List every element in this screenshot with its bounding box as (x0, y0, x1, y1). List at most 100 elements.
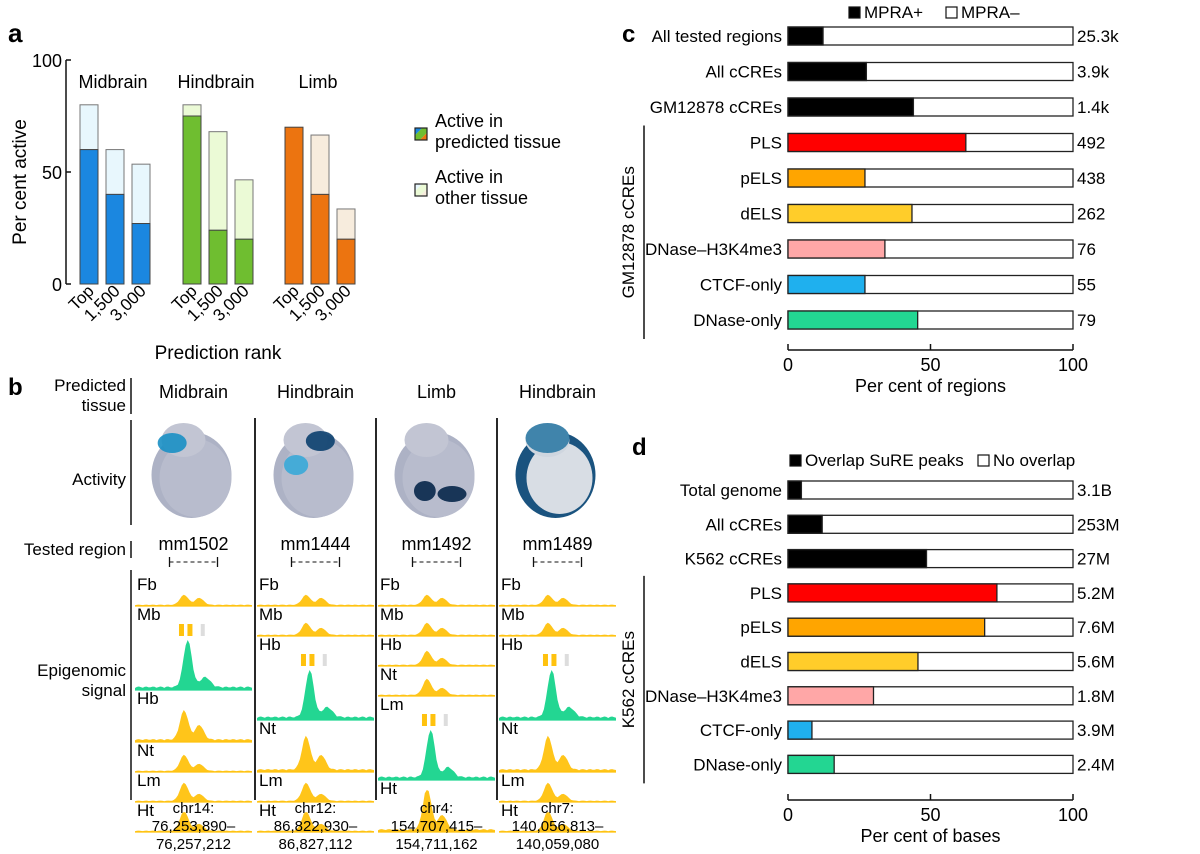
signal-track (135, 754, 252, 772)
signal-track-predicted (378, 730, 495, 780)
signal-track (378, 650, 495, 666)
legend-label: other tissue (435, 188, 528, 208)
track-label: Nt (259, 719, 276, 738)
signal-track (499, 812, 616, 832)
signal-track (257, 622, 374, 636)
signal-track-predicted (499, 670, 616, 720)
bar-predicted-tissue (131, 223, 151, 285)
bar-value (787, 26, 824, 46)
predicted-tissue-label: Hindbrain (277, 382, 354, 402)
row-count: 7.6M (1077, 618, 1115, 637)
signal-track-predicted (135, 640, 252, 690)
bar-row: All tested regions 25.3k (652, 26, 1119, 46)
row-label: GM12878 cCREs (650, 98, 782, 117)
stain-region (437, 486, 467, 502)
bar-other-tissue (234, 179, 254, 240)
signal-track (378, 594, 495, 606)
signal-track (499, 735, 616, 772)
track-label: Fb (137, 575, 157, 594)
stain-region (305, 431, 335, 451)
bar-other-tissue (182, 104, 202, 117)
signal-track (257, 735, 374, 772)
bar-row: dELS 5.6M (740, 651, 1115, 672)
panel-a-chart: a 0 50 100 Per cent active Prediction rank M… (8, 18, 561, 364)
track-label: Lm (259, 771, 283, 790)
row-count: 262 (1077, 205, 1105, 224)
row-label: DNase–H3K4me3 (645, 687, 782, 706)
ccre-marks (300, 654, 327, 666)
y-axis-label: Per cent active (10, 119, 31, 245)
signal-track (499, 782, 616, 802)
bar-value (787, 548, 928, 569)
legend-swatch (789, 454, 802, 467)
bar-predicted-tissue (182, 115, 202, 285)
legend-swatch (945, 6, 958, 19)
bar-remainder (787, 720, 1074, 740)
track-label: Lm (380, 695, 404, 714)
track-label: Ht (137, 801, 154, 820)
track-label: Hb (137, 689, 159, 708)
bar-value (787, 168, 866, 188)
genomic-coordinate: 140,056,813– (512, 818, 604, 835)
track-label: Ht (501, 801, 518, 820)
legend-label: MPRA+ (864, 3, 923, 22)
bar-value (787, 720, 813, 740)
legend-label: MPRA– (961, 3, 1020, 22)
tested-region-id: mm1489 (522, 534, 592, 554)
genomic-coordinate: 86,822,930– (274, 818, 358, 835)
panel-d-chart: d Overlap SuRE peaks No overlap Total geno… (619, 434, 1120, 846)
y-tick-label: 50 (42, 163, 62, 183)
signal-track (257, 812, 374, 832)
bar-row: PLS 492 (750, 132, 1105, 153)
row-count: 3.9k (1077, 63, 1110, 82)
row-count: 1.8M (1077, 687, 1115, 706)
row-count: 438 (1077, 169, 1105, 188)
row-label: PLS (750, 584, 782, 603)
genomic-coordinate: 140,059,080 (516, 836, 599, 853)
group-title: Midbrain (78, 72, 147, 92)
bar-value (787, 754, 835, 775)
bar-row: DNase-only 79 (693, 310, 1096, 330)
track-label: Ht (380, 779, 397, 798)
row-count: 76 (1077, 240, 1096, 259)
tested-region-id: mm1492 (401, 534, 471, 554)
genomic-coordinate: 154,707,415– (391, 818, 483, 835)
group-title: Hindbrain (177, 72, 254, 92)
x-axis-label: Per cent of regions (855, 376, 1006, 396)
bar-other-tissue (79, 104, 99, 151)
region-column: Hindbrain mm1444 Fb Mb Hb Nt Lm Ht chr12:86,822,… (257, 382, 374, 853)
signal-track (135, 782, 252, 802)
bar-value (787, 132, 967, 153)
panel-a-bars: MidbrainTop1,5003,000HindbrainTop1,5003,… (65, 72, 356, 325)
row-label-tested-region: Tested region (24, 540, 126, 559)
row-label: Total genome (680, 481, 782, 500)
bar-remainder (787, 480, 1074, 500)
panel-a-y-axis: 0 50 100 Per cent active Prediction rank (10, 51, 282, 364)
row-label: PLS (750, 134, 782, 153)
row-count: 492 (1077, 134, 1105, 153)
bar-other-tissue (208, 131, 228, 231)
row-label-predicted-tissue-2: tissue (82, 396, 126, 415)
row-count: 3.9M (1077, 721, 1115, 740)
bar-other-tissue (336, 208, 356, 240)
bar-value (787, 480, 803, 500)
region-column: Midbrain mm1502 Fb Mb Hb Nt Lm Ht chr14:76,253,8… (135, 382, 252, 853)
track-label: Hb (501, 635, 523, 654)
x-axis-label: Prediction rank (155, 343, 282, 364)
x-tick-label: 50 (920, 805, 940, 825)
x-tick-label: 100 (1058, 805, 1088, 825)
panel-c-chart: c MPRA+ MPRA– All tested regions 25.3k All c… (619, 3, 1119, 396)
signal-track (135, 710, 252, 742)
x-tick-label: 0 (783, 805, 793, 825)
bar-row: DNase–H3K4me3 76 (645, 239, 1096, 259)
track-label: Hb (259, 635, 281, 654)
panel-letter-b: b (8, 374, 23, 401)
signal-track-predicted (257, 670, 374, 720)
track-label: Nt (380, 665, 397, 684)
row-label: CTCF-only (700, 721, 783, 740)
bar-predicted-tissue (208, 229, 228, 285)
region-column: Hindbrain mm1489 Fb Mb Hb Nt Lm Ht chr7:140,056,… (499, 382, 616, 853)
track-label: Mb (501, 605, 525, 624)
stain-region (284, 455, 309, 475)
group-title: Limb (298, 72, 337, 92)
